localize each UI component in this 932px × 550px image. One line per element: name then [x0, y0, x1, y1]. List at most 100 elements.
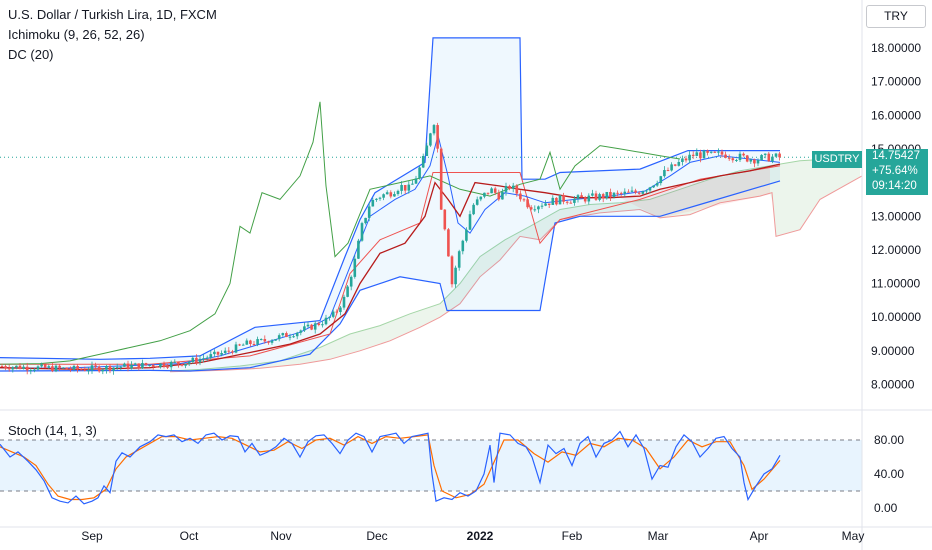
candle-body [213, 351, 216, 355]
candle-body [223, 350, 227, 354]
candle-body [249, 340, 252, 345]
candle-body [695, 152, 699, 156]
ichimoku-legend[interactable]: Ichimoku (9, 26, 52, 26) [8, 27, 145, 42]
candle-body [69, 369, 72, 371]
candle-body [241, 344, 245, 346]
price-tick-label: 9.00000 [871, 344, 915, 358]
candle-body [83, 369, 87, 371]
candle-body [713, 151, 717, 153]
candle-body [677, 161, 681, 166]
candle-body [529, 207, 533, 210]
candle-body [87, 370, 90, 372]
candle-body [76, 365, 79, 370]
candle-body [609, 191, 612, 198]
candle-body [472, 204, 475, 215]
candle-body [267, 341, 270, 343]
candle-body [169, 361, 173, 368]
candle-body [231, 351, 234, 353]
candle-body [429, 133, 432, 146]
price-tick-label: 12.00000 [871, 243, 921, 257]
candle-body [547, 203, 551, 205]
candle-body [627, 191, 630, 193]
candle-body [303, 326, 306, 331]
candle-body [439, 148, 443, 210]
candle-body [573, 198, 576, 203]
candle-body [421, 155, 425, 168]
candle-body [90, 365, 94, 371]
last-price: 14.75427 [872, 150, 920, 162]
candle-body [641, 191, 645, 194]
candle-body [292, 336, 295, 338]
candle-body [270, 340, 274, 343]
candle-body [526, 199, 529, 208]
candle-body [778, 153, 781, 158]
candle-body [767, 153, 771, 162]
donchian-legend[interactable]: DC (20) [8, 47, 54, 62]
candle-body [702, 150, 706, 159]
candle-body [501, 191, 504, 200]
time-tick-label: Mar [648, 529, 669, 543]
candle-body [177, 361, 180, 365]
candle-body [691, 154, 695, 156]
price-tick-label: 13.00000 [871, 209, 921, 223]
stoch-legend[interactable]: Stoch (14, 1, 3) [8, 423, 97, 438]
candle-body [306, 324, 310, 327]
candle-body [382, 194, 385, 198]
ichimoku-cloud-bearish [620, 167, 770, 218]
candle-body [339, 307, 342, 313]
candle-body [137, 363, 141, 369]
candle-body [349, 276, 353, 287]
candle-body [198, 358, 202, 363]
candle-body [591, 193, 594, 196]
candle-body [281, 333, 285, 336]
candle-body [612, 192, 616, 198]
candle-body [699, 152, 702, 159]
candle-body [594, 193, 598, 200]
candle-body [771, 156, 774, 162]
candle-body [601, 194, 605, 199]
candle-body [717, 151, 720, 153]
candle-body [79, 369, 83, 371]
candle-body [587, 195, 591, 202]
candle-body [537, 206, 540, 210]
candle-body [436, 125, 439, 149]
candle-body [367, 206, 371, 218]
candle-body [54, 365, 58, 372]
candle-body [652, 185, 655, 188]
candle-body [195, 357, 198, 363]
candle-body [742, 153, 745, 156]
candle-body [731, 158, 735, 161]
candle-body [454, 267, 457, 285]
currency-button[interactable]: TRY [866, 5, 926, 28]
candle-body [335, 311, 339, 313]
candle-body [321, 324, 324, 326]
candle-body [378, 197, 382, 199]
candle-body [396, 190, 400, 195]
candle-body [738, 153, 742, 160]
time-tick-label: Nov [270, 529, 291, 543]
candle-body [7, 368, 11, 370]
candle-body [357, 240, 360, 259]
candle-body [18, 365, 22, 369]
candle-body [342, 296, 346, 308]
candle-body [353, 258, 357, 277]
candle-body [630, 190, 634, 192]
candle-body [324, 317, 328, 325]
candle-body [173, 361, 177, 363]
candle-body [295, 332, 299, 337]
candle-body [105, 365, 108, 370]
candle-body [245, 340, 249, 345]
candle-body [115, 367, 119, 369]
candle-body [666, 170, 670, 172]
senkou-span-a [169, 158, 862, 372]
candle-body [285, 333, 288, 337]
stoch-tick-label: 40.00 [874, 467, 904, 481]
candle-body [72, 365, 76, 370]
candle-body [450, 256, 454, 285]
candle-body [551, 197, 555, 205]
candle-body [33, 369, 36, 371]
candle-body [288, 336, 292, 338]
candle-body [375, 198, 378, 200]
lagging-span [0, 101, 681, 365]
